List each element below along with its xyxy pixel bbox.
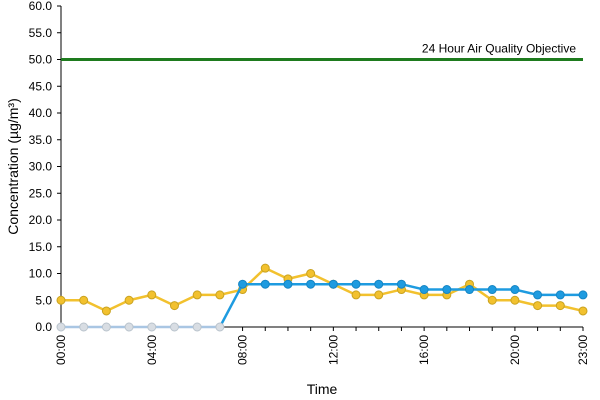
y-tick-label: 0.0 xyxy=(35,320,52,334)
series-1-segment xyxy=(218,282,244,329)
series-1-point xyxy=(396,279,406,289)
series-1-point xyxy=(351,279,361,289)
x-tick-label: 23:00 xyxy=(576,335,590,365)
series-1-point xyxy=(79,322,89,332)
series-0-segment xyxy=(468,282,494,302)
series-0-point xyxy=(306,269,316,278)
y-tick-label: 20.0 xyxy=(29,213,53,227)
series-group xyxy=(56,263,588,332)
series-0-point xyxy=(101,306,111,316)
series-0-point xyxy=(169,301,179,311)
series-0-point xyxy=(79,295,89,305)
x-axis-title: Time xyxy=(307,381,338,397)
x-axis-ticks: 00:00 04:00 08:00 12:00 16:00 20:00 23:00 xyxy=(54,327,590,365)
y-tick-label: 35.0 xyxy=(29,133,53,147)
x-tick-label: 08:00 xyxy=(236,335,250,365)
series-0-point xyxy=(124,295,134,305)
y-tick-label: 15.0 xyxy=(29,240,53,254)
series-1-point xyxy=(487,285,497,295)
series-1-point xyxy=(147,322,157,332)
x-tick-label: 20:00 xyxy=(508,335,522,365)
series-1-point xyxy=(419,285,429,295)
series-1-point xyxy=(510,285,520,295)
series-1-point xyxy=(533,290,543,300)
series-0-point xyxy=(147,290,157,300)
series-0-point xyxy=(487,295,497,305)
y-tick-label: 40.0 xyxy=(29,106,53,120)
series-0 xyxy=(56,263,588,316)
series-0-point xyxy=(351,290,361,300)
y-axis-title: Concentration (µg/m³) xyxy=(5,98,21,234)
series-1-point xyxy=(238,279,248,289)
y-tick-label: 5.0 xyxy=(35,293,52,307)
y-axis-ticks: 0.0 5.0 10.0 15.0 20.0 25.0 30.0 35.0 40.0 45.0 50… xyxy=(29,0,61,334)
series-1-point xyxy=(374,279,384,289)
series-0-point xyxy=(56,295,66,305)
series-0-point xyxy=(192,290,202,300)
series-1-point xyxy=(215,322,225,332)
series-1-point xyxy=(555,290,565,300)
series-0-point xyxy=(215,290,225,300)
y-tick-label: 10.0 xyxy=(29,267,53,281)
objective-label: 24 Hour Air Quality Objective xyxy=(422,42,576,56)
series-1-point xyxy=(192,322,202,332)
y-tick-label: 50.0 xyxy=(29,53,53,67)
series-1 xyxy=(56,279,588,332)
x-tick-label: 12:00 xyxy=(326,335,340,365)
series-1-point xyxy=(124,322,134,332)
series-0-point xyxy=(578,306,588,316)
y-tick-label: 60.0 xyxy=(29,0,53,13)
series-1-point xyxy=(465,285,475,295)
y-tick-label: 30.0 xyxy=(29,160,53,174)
series-1-point xyxy=(169,322,179,332)
series-1-point xyxy=(260,279,270,289)
series-1-point xyxy=(56,322,66,332)
y-tick-label: 55.0 xyxy=(29,26,53,40)
series-1-point xyxy=(306,279,316,289)
series-0-point xyxy=(260,263,270,273)
series-1-point xyxy=(328,279,338,289)
series-0-point xyxy=(555,301,565,311)
y-tick-label: 45.0 xyxy=(29,79,53,93)
series-0-point xyxy=(374,290,384,300)
series-0-point xyxy=(510,295,520,305)
series-1-point xyxy=(283,279,293,289)
series-1-point xyxy=(442,285,452,295)
series-0-point xyxy=(533,301,543,311)
series-1-point xyxy=(101,322,111,332)
x-tick-label: 00:00 xyxy=(54,335,68,365)
series-1-point xyxy=(578,290,588,300)
y-tick-label: 25.0 xyxy=(29,186,53,200)
x-tick-label: 16:00 xyxy=(417,335,431,365)
x-tick-label: 04:00 xyxy=(145,335,159,365)
